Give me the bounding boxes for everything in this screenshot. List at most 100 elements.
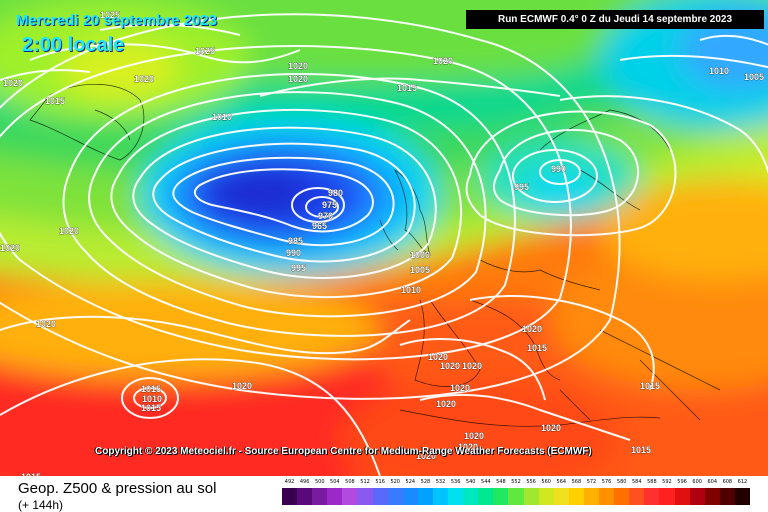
color-scale-swatch	[568, 488, 585, 505]
isobar-label: 975	[322, 200, 337, 210]
color-scale-swatch	[674, 488, 691, 505]
isobar-label: 1015	[141, 403, 161, 413]
isobar-label: 965	[312, 221, 327, 231]
geopotential-field	[0, 0, 768, 476]
color-scale-label: 560	[541, 479, 551, 485]
isobar-label: 1020	[3, 78, 23, 88]
color-scale-label: 548	[496, 479, 506, 485]
color-scale-label: 512	[360, 479, 370, 485]
color-scale-label: 612	[737, 479, 748, 485]
color-scale-swatch	[312, 488, 328, 505]
color-scale-swatch	[417, 488, 434, 505]
forecast-time: 2:00 locale	[22, 34, 125, 56]
color-scale-label: 584	[631, 479, 642, 485]
copyright-notice: Copyright © 2023 Meteociel.fr - Source E…	[95, 446, 592, 457]
forecast-date: Mercredi 20 septembre 2023	[16, 12, 217, 29]
color-scale-swatch	[402, 488, 419, 505]
isobar-label: 995	[514, 182, 529, 192]
isobar-label: 970	[318, 211, 333, 221]
color-scale-label: 516	[375, 479, 385, 485]
color-scale-label: 608	[722, 479, 733, 485]
coastlines	[29, 83, 721, 427]
color-scale: 492 496 500 504 508 512 516 520 524 528 532 536 540 5…	[282, 479, 751, 507]
isobar-label: 1015	[640, 381, 660, 391]
isobar-label: 1020	[428, 352, 448, 362]
color-scale-swatch	[523, 488, 540, 505]
isobar-label: 1020	[541, 423, 561, 433]
color-scale-label: 572	[586, 479, 597, 485]
isobar-label: 1020	[36, 319, 56, 329]
isobar-label: 1005	[410, 265, 430, 275]
isobar-label: 1020	[59, 226, 79, 236]
isobar-label: 985	[288, 236, 303, 246]
isobar-label: 1010	[212, 112, 232, 122]
color-scale-label: 544	[481, 479, 491, 485]
isobar-label: 1015	[45, 96, 65, 106]
isobar-label: 1020	[464, 431, 484, 441]
color-scale-label: 504	[330, 479, 340, 485]
chart-title: Geop. Z500 & pression au sol	[18, 480, 217, 497]
isobar-label: 1015	[397, 83, 417, 93]
isobar-label: 1005	[744, 72, 764, 82]
isobar-label: 1020	[0, 243, 20, 253]
color-scale-label: 552	[511, 479, 521, 485]
color-scale-swatch	[357, 488, 374, 505]
color-scale-label: 500	[314, 479, 325, 485]
color-scale-label: 564	[556, 479, 567, 485]
color-scale-swatch	[342, 488, 358, 505]
color-scale-label: 540	[465, 479, 476, 485]
color-scale-label: 536	[450, 479, 461, 485]
color-scale-label: 556	[526, 479, 536, 485]
color-scale-label: 568	[571, 479, 582, 485]
color-scale-swatch	[614, 488, 630, 505]
isobar-label: 1025	[195, 46, 215, 56]
color-scale-swatch	[719, 488, 736, 505]
forecast-lead: (+ 144h)	[18, 498, 64, 512]
isobar-label: 1015	[631, 445, 651, 455]
color-scale-label: 528	[420, 479, 431, 485]
color-scale-label: 576	[601, 479, 612, 485]
color-scale-swatch	[644, 488, 660, 505]
color-scale-label: 592	[662, 479, 672, 485]
color-scale-swatch	[599, 488, 615, 505]
color-scale-label: 600	[692, 479, 702, 485]
color-scale-swatch	[659, 488, 675, 505]
isobar-label: 980	[328, 188, 343, 198]
color-scale-swatch	[327, 488, 343, 505]
color-scale-swatch	[493, 488, 509, 505]
color-scale-label: 508	[345, 479, 355, 485]
color-scale-label: 596	[677, 479, 687, 485]
isobar-label: 1020	[458, 442, 478, 452]
run-info: Run ECMWF 0.4° 0 Z du Jeudi 14 septembre…	[466, 10, 764, 29]
isobar-label: 1020	[232, 381, 252, 391]
isobar-label: 1015	[21, 472, 41, 476]
color-scale-swatch	[553, 488, 570, 505]
isobar-label: 1020	[288, 74, 308, 84]
isobar-label: 1020	[416, 451, 436, 461]
isobars	[0, 13, 768, 476]
isobar-label: 1020	[462, 361, 482, 371]
isobar-label: 1015	[527, 343, 547, 353]
color-scale-label: 532	[435, 479, 446, 485]
color-scale-label: 588	[647, 479, 657, 485]
isobar-label: 990	[286, 248, 301, 258]
isobar-label: 1020	[440, 361, 460, 371]
color-scale-swatch	[704, 488, 721, 505]
isobar-label: 990	[551, 164, 566, 174]
color-scale-swatch	[448, 488, 464, 505]
isobar-label: 1020	[288, 61, 308, 71]
color-scale-swatch	[372, 488, 389, 505]
color-scale-label: 524	[405, 479, 416, 485]
isobar-label: 1010	[709, 66, 729, 76]
color-scale-label: 580	[616, 479, 627, 485]
color-scale-swatch	[297, 488, 313, 505]
color-scale-label: 492	[284, 479, 295, 485]
isobar-label: 995	[291, 263, 306, 273]
color-scale-swatch	[282, 488, 298, 505]
color-scale-swatch	[508, 488, 525, 505]
color-scale-swatch	[689, 488, 706, 505]
color-scale-swatch	[478, 488, 494, 505]
legend-footer: Geop. Z500 & pression au sol (+ 144h) 49…	[0, 476, 768, 512]
isobar-label: 1020	[433, 56, 453, 66]
